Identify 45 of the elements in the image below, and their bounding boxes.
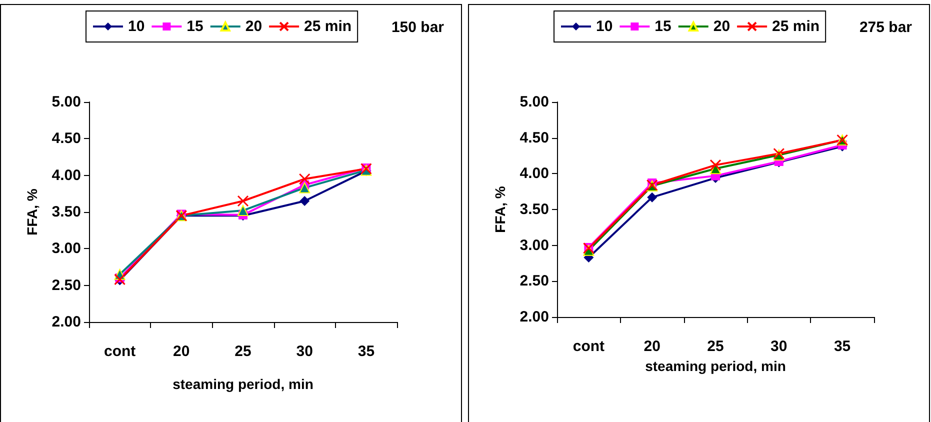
legend-label: 15 <box>186 18 204 35</box>
point <box>710 159 722 171</box>
legend-label: 25 min <box>304 18 352 35</box>
point <box>298 173 310 185</box>
y-tick-label: 5.00 <box>520 94 549 110</box>
x-tick-label: 30 <box>770 338 788 355</box>
x-tick-label: cont <box>572 338 605 355</box>
x-tick-label: 20 <box>173 343 190 360</box>
point <box>647 192 658 202</box>
x-tick-label: cont <box>104 343 136 360</box>
legend-label: 10 <box>128 18 145 35</box>
point <box>299 182 310 194</box>
point <box>237 195 249 207</box>
y-tick-label: 2.50 <box>52 276 81 294</box>
x-tick-label: 30 <box>296 343 313 360</box>
y-tick-label: 3.00 <box>520 236 549 254</box>
x-tick-label: 35 <box>834 338 851 355</box>
chart-title: 150 bar <box>391 19 444 36</box>
x-tick-label: 35 <box>358 343 375 360</box>
legend-label: 10 <box>596 18 613 35</box>
y-tick-label: 3.50 <box>52 204 81 220</box>
point <box>300 196 310 206</box>
y-tick-label: 5.00 <box>52 94 81 110</box>
y-tick-label: 2.50 <box>520 272 549 290</box>
x-tick-label: 25 <box>234 343 252 360</box>
point <box>238 205 248 216</box>
legend-label: 20 <box>245 18 262 35</box>
y-axis-title: FFA, % <box>24 188 40 236</box>
x-axis-title: steaming period, min <box>172 376 314 392</box>
x-axis-title: steaming period, min <box>645 358 786 374</box>
y-tick-label: 3.50 <box>520 201 549 218</box>
y-tick-label: 4.50 <box>52 130 81 148</box>
y-tick-label: 4.00 <box>52 166 81 184</box>
y-tick-label: 2.00 <box>52 314 81 330</box>
y-tick-label: 3.00 <box>52 240 81 258</box>
y-tick-label: 4.00 <box>520 165 549 182</box>
legend-label: 25 min <box>772 18 820 35</box>
x-tick-label: 20 <box>644 338 660 355</box>
y-tick-label: 2.00 <box>520 308 549 326</box>
legend-label: 20 <box>713 18 730 35</box>
chart-title: 275 bar <box>859 19 912 36</box>
legend-label: 15 <box>654 18 672 35</box>
y-axis-title: FFA, % <box>492 186 508 233</box>
x-tick-label: 25 <box>707 338 724 355</box>
y-tick-label: 4.50 <box>520 129 549 146</box>
